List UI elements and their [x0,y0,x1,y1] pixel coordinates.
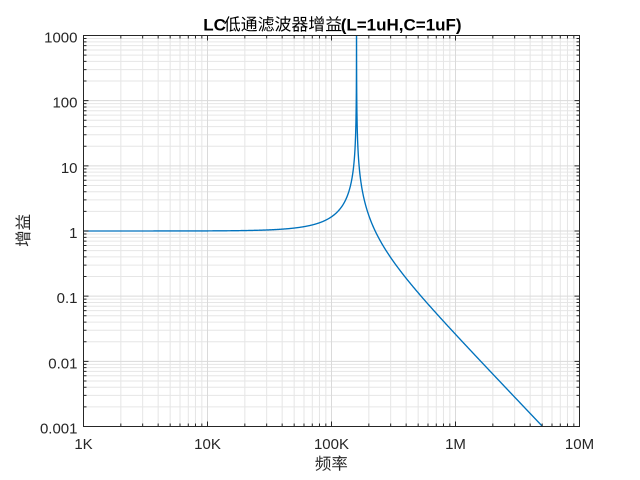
svg-text:100K: 100K [314,436,349,453]
svg-text:0.01: 0.01 [48,355,77,372]
svg-text:1K: 1K [74,436,92,453]
svg-text:10M: 10M [565,436,594,453]
svg-text:1M: 1M [445,436,466,453]
svg-text:10K: 10K [194,436,221,453]
svg-text:10: 10 [61,160,78,177]
svg-text:1: 1 [69,225,77,242]
svg-text:0.001: 0.001 [40,421,78,438]
svg-text:1000: 1000 [44,30,77,47]
svg-text:100: 100 [52,95,77,112]
svg-text:LC: LC [203,15,226,34]
svg-text:(L=1uH,C=1uF): (L=1uH,C=1uF) [341,15,462,34]
svg-text:0.1: 0.1 [57,290,78,307]
